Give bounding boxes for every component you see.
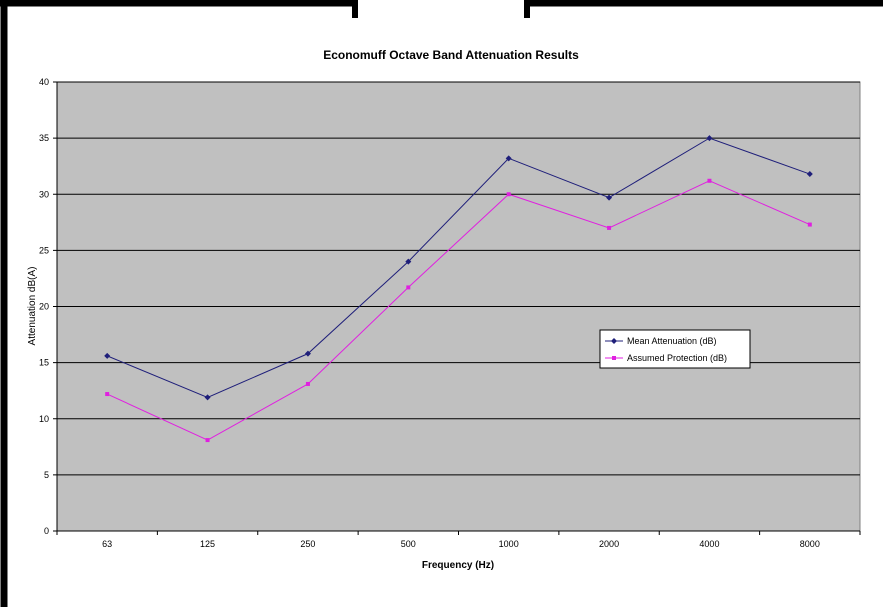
x-tick-label: 8000: [800, 539, 820, 549]
y-tick-label: 30: [39, 189, 49, 199]
y-tick-label: 40: [39, 77, 49, 87]
y-tick-label: 25: [39, 245, 49, 255]
x-tick-label: 500: [401, 539, 416, 549]
y-tick-label: 20: [39, 302, 49, 312]
x-tick-label: 2000: [599, 539, 619, 549]
data-point: [807, 222, 812, 227]
data-point: [304, 350, 311, 357]
axes: 0 5 10 15 20 25 30 35 40 63 125 250 500 1000 2000 4000 8…: [39, 77, 861, 549]
data-point: [506, 192, 511, 197]
data-point: [105, 392, 110, 397]
data-point: [706, 135, 713, 142]
series-layer: [104, 135, 813, 443]
legend-swatch-marker: [611, 338, 617, 344]
x-axis-label: Frequency (Hz): [422, 560, 494, 571]
data-point: [806, 171, 813, 178]
data-point: [104, 352, 111, 359]
data-point: [505, 155, 512, 162]
y-axis-label: Attenuation dB(A): [27, 267, 38, 346]
gridlines: [57, 81, 860, 476]
x-tick-label: 4000: [699, 539, 719, 549]
data-point: [405, 258, 412, 265]
y-tick-label: 35: [39, 133, 49, 143]
y-tick-label: 10: [39, 414, 49, 424]
series-0: [104, 135, 813, 401]
legend-swatch-marker: [612, 356, 616, 360]
series-line: [106, 137, 810, 398]
legend-label: Mean Attenuation (dB): [627, 336, 717, 346]
data-point: [406, 285, 411, 290]
x-tick-label: 1000: [499, 539, 519, 549]
data-point: [305, 381, 310, 386]
x-tick-label: 63: [102, 539, 112, 549]
series-1: [105, 178, 812, 443]
legend-label: Assumed Protection (dB): [627, 353, 727, 363]
y-tick-label: 5: [44, 470, 49, 480]
data-point: [607, 225, 612, 230]
legend: Mean Attenuation (dB) Assumed Protection …: [599, 329, 751, 369]
data-point: [205, 438, 210, 443]
data-point: [204, 394, 211, 401]
y-tick-label: 15: [39, 358, 49, 368]
x-tick-label: 125: [200, 539, 215, 549]
data-point: [707, 178, 712, 183]
x-tick-label: 250: [300, 539, 315, 549]
y-tick-label: 0: [44, 526, 49, 536]
data-point: [606, 194, 613, 201]
legend-box: [599, 329, 751, 369]
series-line: [106, 180, 811, 441]
chart-title: Economuff Octave Band Attenuation Result…: [323, 48, 579, 62]
